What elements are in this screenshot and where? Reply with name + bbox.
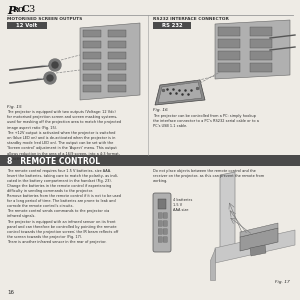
Bar xyxy=(158,199,166,209)
Bar xyxy=(83,41,101,48)
Bar xyxy=(250,27,272,36)
Polygon shape xyxy=(155,80,205,105)
Bar xyxy=(0,155,300,166)
Polygon shape xyxy=(210,248,215,280)
FancyBboxPatch shape xyxy=(158,229,162,234)
Circle shape xyxy=(52,62,58,68)
Polygon shape xyxy=(220,172,235,251)
Bar xyxy=(83,52,101,59)
Polygon shape xyxy=(240,228,278,251)
Bar xyxy=(83,63,101,70)
FancyBboxPatch shape xyxy=(163,221,167,226)
Text: The projector is equipped with two outputs (Voltage: 12 Vdc)
for motorised proje: The projector is equipped with two outpu… xyxy=(7,110,121,161)
Text: Do not place objects between the remote control and the
receiver on the projecto: Do not place objects between the remote … xyxy=(153,169,264,183)
Bar xyxy=(218,39,240,48)
Circle shape xyxy=(47,75,53,81)
Text: RS 232: RS 232 xyxy=(162,23,182,28)
Circle shape xyxy=(44,72,56,84)
Polygon shape xyxy=(158,82,202,103)
FancyBboxPatch shape xyxy=(163,213,167,218)
Bar xyxy=(83,74,101,81)
FancyBboxPatch shape xyxy=(158,221,162,226)
Bar xyxy=(83,85,101,92)
Bar xyxy=(153,22,191,29)
Text: The remote control requires four 1.5 V batteries, size AAA.
Insert the batteries: The remote control requires four 1.5 V b… xyxy=(7,169,121,244)
Text: 16: 16 xyxy=(7,290,14,295)
Text: 4 batteries
1.5 V
AAA size: 4 batteries 1.5 V AAA size xyxy=(173,198,192,212)
Text: 3: 3 xyxy=(28,5,34,14)
FancyBboxPatch shape xyxy=(158,213,162,218)
Bar xyxy=(218,63,240,72)
Text: RS232 INTERFACE CONNECTOR: RS232 INTERFACE CONNECTOR xyxy=(153,17,229,21)
Bar xyxy=(108,52,126,59)
Bar xyxy=(250,39,272,48)
Text: Fig. 15: Fig. 15 xyxy=(7,105,22,109)
Bar xyxy=(218,51,240,60)
Polygon shape xyxy=(215,230,295,263)
Text: 8   REMOTE CONTROL: 8 REMOTE CONTROL xyxy=(7,157,100,166)
Bar xyxy=(108,74,126,81)
Polygon shape xyxy=(240,223,278,237)
Bar xyxy=(108,41,126,48)
Circle shape xyxy=(49,59,61,71)
Bar xyxy=(108,85,126,92)
FancyBboxPatch shape xyxy=(158,237,162,242)
Polygon shape xyxy=(250,245,266,256)
Bar xyxy=(250,63,272,72)
Bar xyxy=(83,30,101,37)
Polygon shape xyxy=(215,20,290,79)
Bar xyxy=(108,30,126,37)
Text: The projector can be controlled from a PC: simply hookup
the interface connector: The projector can be controlled from a P… xyxy=(153,114,259,128)
Text: C: C xyxy=(22,5,30,14)
Text: 12 Volt: 12 Volt xyxy=(16,23,38,28)
Bar xyxy=(250,51,272,60)
Text: Fig. 17: Fig. 17 xyxy=(275,280,290,284)
Text: Fig. 16: Fig. 16 xyxy=(153,108,168,112)
FancyBboxPatch shape xyxy=(153,193,171,252)
Text: RO: RO xyxy=(13,6,25,14)
Bar xyxy=(7,22,47,29)
Polygon shape xyxy=(80,23,140,100)
Text: P: P xyxy=(7,5,15,16)
Bar xyxy=(108,63,126,70)
Text: MOTORISED SCREEN OUTPUTS: MOTORISED SCREEN OUTPUTS xyxy=(7,17,82,21)
Bar xyxy=(218,27,240,36)
FancyBboxPatch shape xyxy=(163,237,167,242)
FancyBboxPatch shape xyxy=(163,229,167,234)
